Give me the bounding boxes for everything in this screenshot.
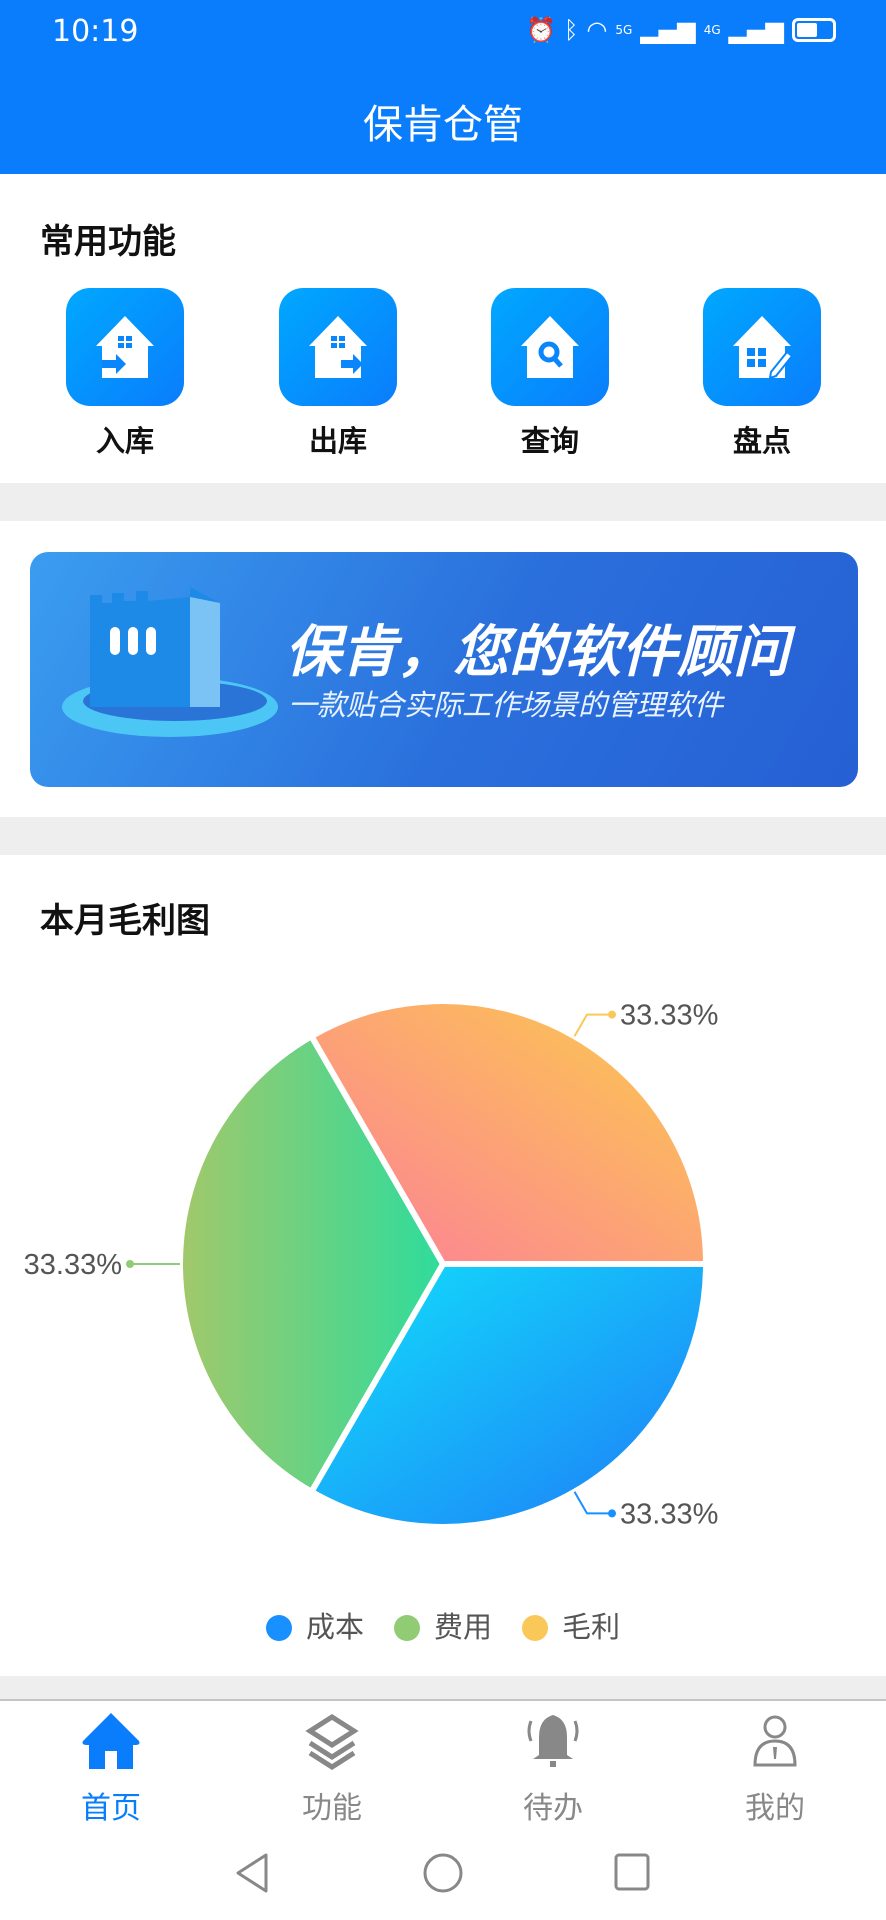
banner-section: 保肯，您的软件顾问 一款贴合实际工作场景的管理软件 [0, 521, 886, 817]
app-header: 10:19 ⏰ ᛒ ◠ 5G ▂▄▆ 4G ▂▄▆ 保肯仓管 [0, 0, 886, 174]
bottom-tab-bar: 首页 功能 待办 我的 [0, 1699, 886, 1920]
label-dot [608, 1509, 616, 1518]
data-label: 33.33% [24, 1249, 122, 1281]
tab-functions[interactable]: 功能 [262, 1711, 402, 1827]
function-stocktake-button[interactable]: 盘点 [692, 288, 832, 460]
battery-icon [792, 18, 836, 42]
promo-banner[interactable]: 保肯，您的软件顾问 一款贴合实际工作场景的管理软件 [30, 552, 858, 787]
wifi-icon: ◠ [586, 16, 608, 44]
chart-title: 本月毛利图 [40, 901, 210, 941]
house-in-icon [66, 288, 184, 406]
tab-home[interactable]: 首页 [41, 1711, 181, 1827]
common-functions-section: 常用功能 入库 出库 查询 盘点 [0, 174, 886, 483]
banner-subline: 一款贴合实际工作场景的管理软件 [288, 688, 724, 722]
layers-icon [305, 1714, 359, 1770]
data-label: 33.33% [620, 1498, 718, 1530]
legend-dot [265, 1615, 292, 1641]
chart-legend: 成本 费用 毛利 [0, 1604, 886, 1646]
tab-label: 功能 [302, 1791, 362, 1826]
page-title: 保肯仓管 [363, 102, 523, 148]
legend-item-profit[interactable]: 毛利 [522, 1604, 620, 1646]
home-nav-icon[interactable] [421, 1851, 465, 1895]
alarm-icon: ⏰ [526, 16, 557, 44]
section-title: 常用功能 [40, 222, 176, 262]
signal-5g-label: 5G [615, 23, 633, 37]
signal-icon: ▂▄▆ [728, 16, 784, 44]
legend-label: 成本 [305, 1610, 364, 1644]
user-icon [753, 1715, 797, 1767]
tab-label: 首页 [81, 1791, 141, 1826]
status-time: 10:19 [52, 14, 139, 49]
tab-todo[interactable]: 待办 [483, 1711, 623, 1827]
function-outbound-button[interactable]: 出库 [268, 288, 408, 460]
function-label: 盘点 [732, 424, 791, 458]
signal-icon: ▂▄▆ [640, 16, 696, 44]
tab-label: 待办 [523, 1791, 583, 1826]
pie-slice-2[interactable] [307, 998, 710, 1267]
pie-chart: 33.33% 33.33% 33.33% [24, 998, 718, 1530]
label-dot [608, 1010, 616, 1019]
tab-label: 我的 [745, 1791, 805, 1826]
label-line [573, 1013, 612, 1037]
function-inbound-button[interactable]: 入库 [55, 288, 195, 460]
data-label: 33.33% [620, 1000, 718, 1032]
function-label: 入库 [95, 424, 154, 458]
tab-mine[interactable]: 我的 [705, 1711, 845, 1827]
legend-item-cost[interactable]: 成本 [265, 1604, 364, 1646]
legend-item-expense[interactable]: 费用 [393, 1604, 492, 1646]
pie-slice-0[interactable] [307, 1261, 710, 1530]
bell-icon [527, 1715, 579, 1767]
back-nav-icon[interactable] [232, 1851, 272, 1895]
home-icon [82, 1713, 140, 1769]
function-query-button[interactable]: 查询 [480, 288, 620, 460]
pie-slice-1[interactable] [177, 1032, 447, 1496]
house-search-icon [491, 288, 609, 406]
label-dot [126, 1260, 134, 1268]
label-line [573, 1491, 612, 1515]
house-out-icon [279, 288, 397, 406]
legend-dot [393, 1615, 420, 1641]
recents-nav-icon[interactable] [612, 1851, 652, 1895]
legend-dot [522, 1615, 548, 1641]
castle-logo-icon [62, 587, 278, 737]
signal-4g-label: 4G [703, 23, 721, 37]
bluetooth-icon: ᛒ [564, 16, 579, 44]
function-label: 查询 [520, 424, 579, 458]
house-edit-icon [703, 288, 821, 406]
legend-label: 费用 [433, 1610, 492, 1644]
legend-label: 毛利 [562, 1610, 621, 1644]
status-icons: ⏰ ᛒ ◠ 5G ▂▄▆ 4G ▂▄▆ [526, 16, 836, 44]
banner-headline: 保肯，您的软件顾问 [285, 620, 789, 685]
function-label: 出库 [308, 424, 367, 458]
